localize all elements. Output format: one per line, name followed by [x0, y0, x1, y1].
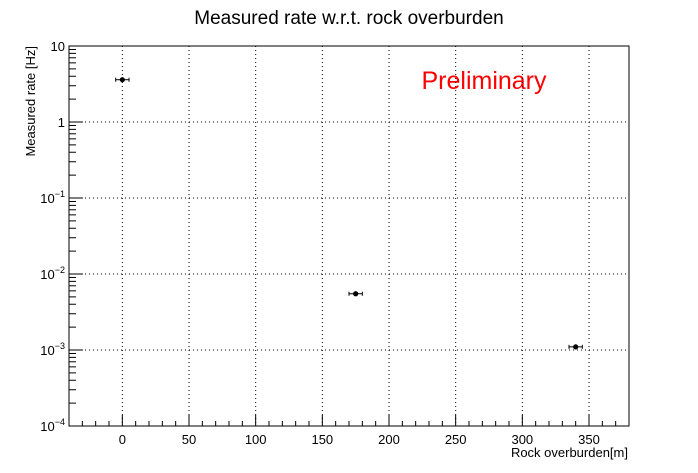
x-tick-label: 0 [119, 432, 126, 447]
data-point [573, 344, 579, 350]
x-tick-label: 250 [445, 432, 467, 447]
preliminary-label: Preliminary [421, 67, 547, 95]
x-tick-label: 300 [511, 432, 533, 447]
y-tick-label: 10−3 [40, 341, 65, 358]
grid [69, 46, 629, 426]
x-tick-label: 200 [378, 432, 400, 447]
y-tick-label: 10−1 [40, 189, 65, 206]
data-point [353, 291, 359, 297]
y-tick-label: 10−2 [40, 265, 65, 282]
data-points [115, 77, 583, 350]
x-tick-label: 100 [245, 432, 267, 447]
y-tick-label: 1 [58, 115, 65, 130]
chart-title: Measured rate w.r.t. rock overburden [194, 8, 503, 29]
axes: 0 50 100 150 200 250 300 350 10 1 10−1 10−2 10−3 10−4 [40, 39, 630, 447]
data-point [119, 77, 125, 83]
x-axis-label: Rock overburden[m] [511, 445, 628, 460]
x-tick-label: 350 [578, 432, 600, 447]
x-tick-label: 150 [311, 432, 333, 447]
x-tick-label: 50 [182, 432, 196, 447]
y-axis-label: Measured rate [Hz] [23, 46, 38, 157]
plot-frame [68, 45, 630, 427]
y-tick-label: 10 [51, 39, 65, 54]
y-tick-label: 10−4 [40, 417, 65, 434]
